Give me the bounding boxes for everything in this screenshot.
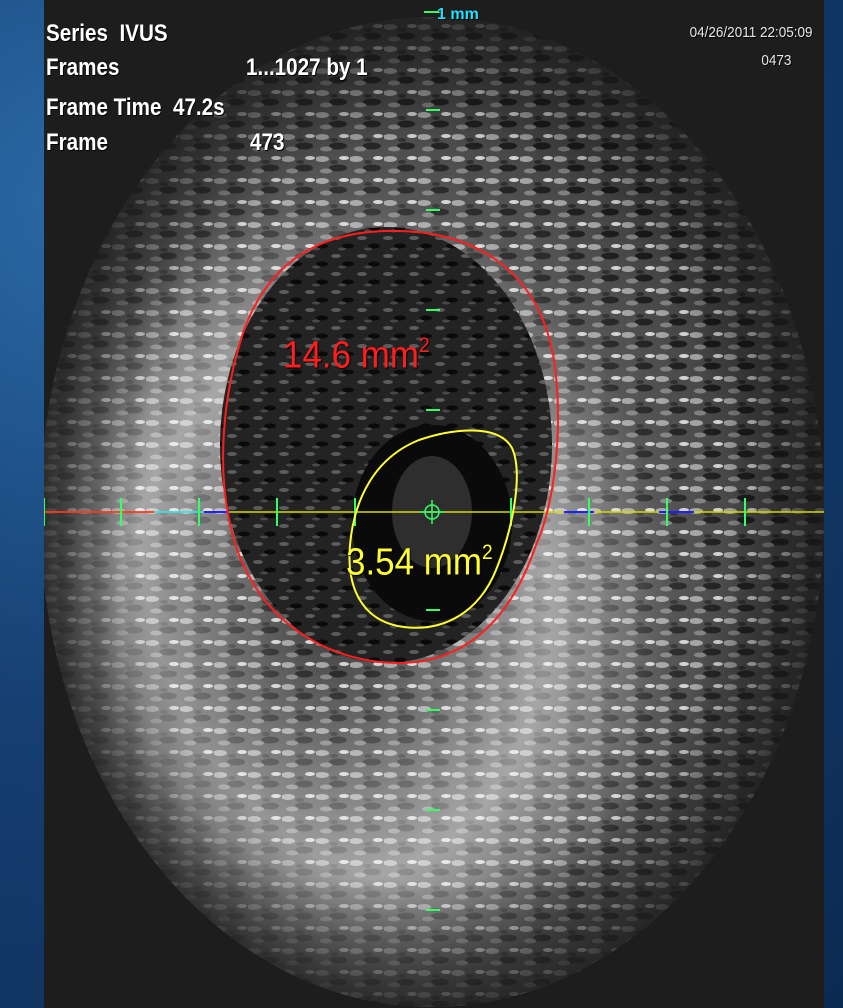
series-label: Series [46,20,108,47]
ivus-cross-section [44,11,824,1007]
scale-label: 1 mm [437,6,479,23]
catheter-center-crosshair [420,500,444,524]
ivus-image-viewport [44,0,824,1008]
frame-label: Frame [46,129,108,156]
frame-time-label: Frame Time [46,94,162,121]
vessel-area-contour [222,229,559,665]
acquisition-datetime: 04/26/2011 22:05:09 [690,24,813,41]
frame-value: 473 [250,129,285,156]
frames-label: Frames [46,54,120,81]
horizontal-scale-ticks [44,498,746,526]
frames-value: 1...1027 by 1 [246,54,368,81]
frame-time-row: Frame Time 47.2s [46,96,225,120]
vertical-scale-ticks [424,11,440,911]
series-value: IVUS [119,20,168,47]
series-row: Series IVUS [46,22,168,46]
lumen-area-label: 3.54 mm2 [346,541,493,584]
frame-time-value: 47.2s [172,94,225,121]
vessel-area-label: 14.6 mm2 [283,334,430,377]
lumen-area-contour [348,429,518,629]
frame-code: 0473 [760,52,791,69]
